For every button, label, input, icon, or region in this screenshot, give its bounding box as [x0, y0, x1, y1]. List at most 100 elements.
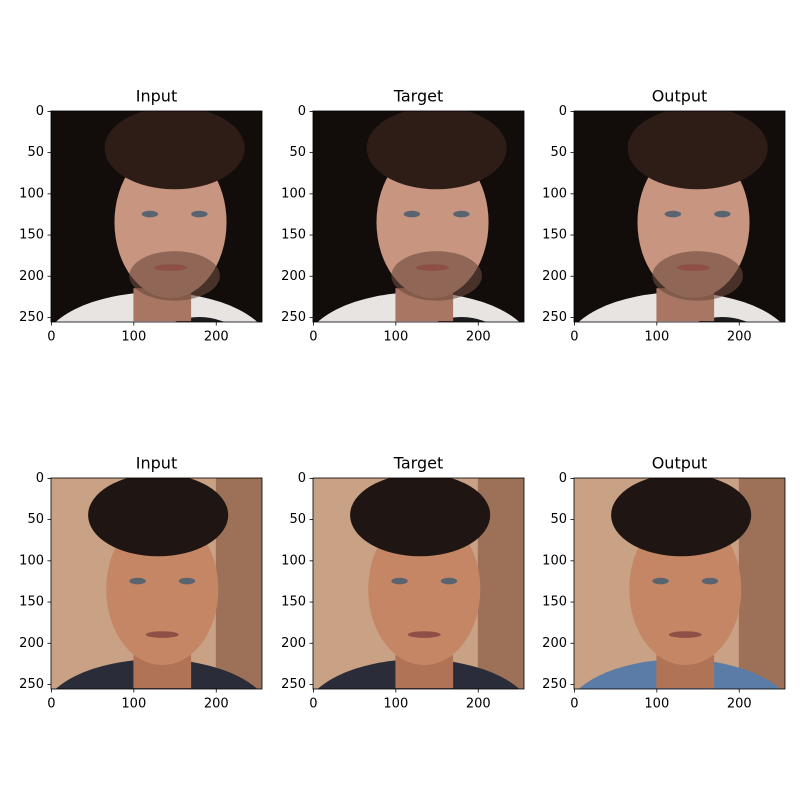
x-tick-label: 100	[121, 330, 146, 345]
image-hair	[104, 111, 245, 190]
image-body	[174, 317, 225, 322]
y-tick-label: 250	[281, 677, 306, 692]
axes-frame	[312, 477, 525, 690]
subplot-title: Target	[393, 87, 444, 106]
y-tick-label: 150	[281, 595, 306, 610]
y-tick-label: 150	[19, 228, 44, 243]
x-tick-label: 200	[466, 697, 491, 712]
y-tick-label: 250	[19, 310, 44, 325]
x-tick-label: 200	[727, 330, 752, 345]
x-tick-label: 0	[309, 697, 317, 712]
x-tick-label: 200	[466, 330, 491, 345]
image-beard	[129, 251, 220, 301]
image-mouth	[668, 631, 702, 638]
image-body	[697, 317, 748, 322]
image-eye	[453, 210, 470, 218]
y-tick-label: 250	[19, 677, 44, 692]
y-tick-label: 200	[542, 636, 567, 651]
x-tick-label: 100	[383, 330, 408, 345]
x-tick-label: 100	[644, 697, 669, 712]
y-tick-label: 50	[27, 145, 44, 160]
y-tick-label: 50	[289, 145, 306, 160]
y-tick-label: 0	[36, 104, 44, 119]
y-tick-label: 150	[542, 228, 567, 243]
image-hair	[627, 111, 768, 190]
image-beard	[652, 251, 743, 301]
image-eye	[391, 577, 408, 585]
y-tick-label: 250	[542, 677, 567, 692]
image-eye	[664, 210, 682, 218]
x-tick-label: 200	[204, 697, 229, 712]
y-tick-label: 250	[542, 310, 567, 325]
y-tick-label: 0	[298, 471, 306, 486]
image-eye	[652, 577, 669, 585]
image-hair	[350, 478, 491, 557]
y-tick-label: 200	[542, 269, 567, 284]
y-tick-label: 150	[281, 228, 306, 243]
image	[313, 111, 524, 322]
y-tick-label: 0	[559, 471, 567, 486]
image-eye	[129, 577, 146, 585]
axes-frame	[50, 110, 263, 323]
x-tick-label: 0	[47, 697, 55, 712]
y-tick-label: 0	[559, 104, 567, 119]
image-body	[436, 317, 487, 322]
axes-frame	[573, 110, 786, 323]
y-tick-label: 0	[298, 104, 306, 119]
y-tick-label: 100	[542, 553, 567, 568]
y-tick-label: 150	[542, 595, 567, 610]
axes-frame	[50, 477, 263, 690]
image-eye	[403, 210, 421, 218]
y-tick-label: 200	[19, 636, 44, 651]
x-tick-label: 0	[309, 330, 317, 345]
y-tick-label: 100	[281, 553, 306, 568]
image	[51, 111, 262, 322]
image-eye	[440, 577, 458, 585]
y-tick-label: 200	[281, 636, 306, 651]
image-mouth	[416, 264, 449, 271]
subplot-title: Target	[393, 454, 444, 473]
x-tick-label: 200	[204, 330, 229, 345]
image-eye	[191, 210, 208, 218]
image-eye	[714, 210, 731, 218]
y-tick-label: 100	[19, 553, 44, 568]
x-tick-label: 100	[644, 330, 669, 345]
x-tick-label: 200	[727, 697, 752, 712]
y-tick-label: 50	[289, 512, 306, 527]
image-mouth	[677, 264, 710, 271]
image-mouth	[145, 631, 179, 638]
y-tick-label: 150	[19, 595, 44, 610]
y-tick-label: 100	[542, 186, 567, 201]
image-eye	[178, 577, 196, 585]
axes-frame	[573, 477, 786, 690]
y-tick-label: 50	[550, 512, 567, 527]
y-tick-label: 100	[281, 186, 306, 201]
subplot-title: Input	[136, 454, 177, 473]
image-hair	[88, 478, 229, 557]
image	[313, 478, 524, 689]
image	[574, 111, 785, 322]
image-mouth	[154, 264, 187, 271]
image-eye	[141, 210, 159, 218]
image-beard	[391, 251, 482, 301]
image	[51, 478, 262, 689]
image-hair	[366, 111, 507, 190]
y-tick-label: 200	[19, 269, 44, 284]
y-tick-label: 50	[27, 512, 44, 527]
axes-frame	[312, 110, 525, 323]
image	[574, 478, 785, 689]
y-tick-label: 50	[550, 145, 567, 160]
y-tick-label: 200	[281, 269, 306, 284]
image-hair	[611, 478, 752, 557]
y-tick-label: 100	[19, 186, 44, 201]
x-tick-label: 0	[570, 330, 578, 345]
image-eye	[701, 577, 719, 585]
x-tick-label: 100	[383, 697, 408, 712]
